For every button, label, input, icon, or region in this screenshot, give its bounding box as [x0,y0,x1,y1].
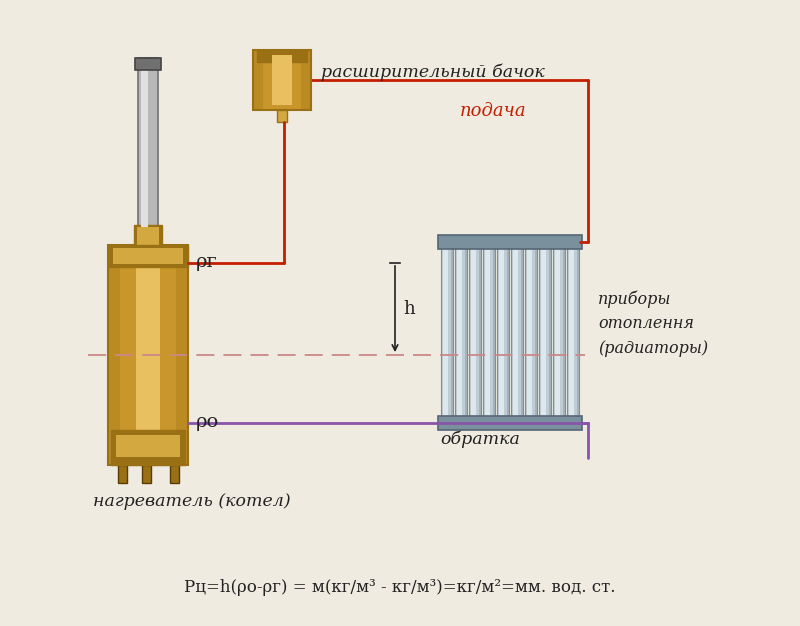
Bar [108,245,188,267]
Bar [176,245,188,465]
Text: ρг: ρг [196,253,218,271]
Text: расширительный бачок: расширительный бачок [321,63,545,81]
Bar [567,237,579,428]
Bar [438,416,582,430]
Text: нагреватель (котел): нагреватель (котел) [93,493,290,510]
Bar [455,237,467,428]
Bar [577,239,579,426]
Bar [443,239,448,424]
Bar [513,239,518,424]
Bar [534,239,538,426]
Bar [450,239,454,426]
Bar [136,250,160,460]
Bar [493,239,495,426]
Bar [506,239,510,426]
Bar [541,239,546,424]
Bar [113,248,183,264]
Bar [253,50,311,110]
Bar [137,227,159,248]
Bar [111,430,185,465]
Bar [499,239,504,424]
Bar [441,237,453,428]
Bar [170,465,179,483]
Bar [108,245,120,465]
Bar [257,50,307,62]
Bar [549,239,551,426]
Bar [272,55,292,105]
Bar [553,237,565,428]
Text: обратка: обратка [440,431,520,448]
Text: ρо: ρо [196,413,219,431]
Text: подача: подача [460,102,526,120]
Bar [134,225,162,250]
Bar [138,58,158,230]
Bar [116,435,180,457]
Text: приборы
отоплення
(радиаторы): приборы отоплення (радиаторы) [598,290,708,357]
Bar [526,239,532,424]
Bar [135,58,161,70]
Bar [497,237,509,428]
Bar [457,239,462,424]
Bar [108,245,188,465]
Bar [277,110,287,122]
Bar [141,60,148,228]
Bar [465,239,467,426]
Bar [469,237,481,428]
Bar [521,239,523,426]
Bar [539,237,551,428]
Bar [569,239,574,424]
Bar [485,239,490,424]
Bar [470,239,476,424]
Bar [301,50,311,110]
Bar [483,237,495,428]
Bar [525,237,537,428]
Bar [142,465,151,483]
Bar [562,239,566,426]
Bar [253,50,263,110]
Bar [478,239,482,426]
Bar [118,465,127,483]
Bar [511,237,523,428]
Text: Pц=h(ρо-ρг) = м(кг/м³ - кг/м³)=кг/м²=мм. вод. ст.: Pц=h(ρо-ρг) = м(кг/м³ - кг/м³)=кг/м²=мм.… [184,580,616,597]
Text: h: h [403,300,414,318]
Bar [438,235,582,249]
Bar [555,239,560,424]
